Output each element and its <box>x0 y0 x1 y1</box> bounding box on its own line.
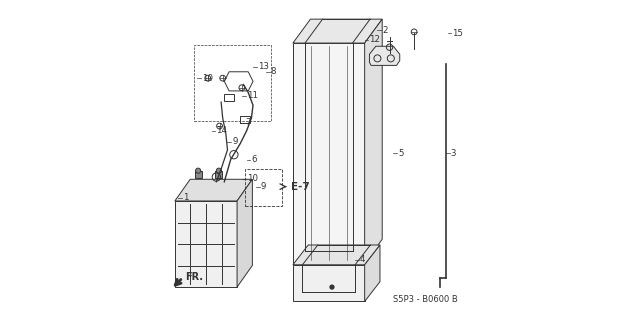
Text: 13: 13 <box>258 63 269 71</box>
Bar <box>245 169 282 206</box>
Text: 8: 8 <box>271 67 276 76</box>
Polygon shape <box>369 46 400 65</box>
Text: 2: 2 <box>382 26 388 35</box>
Text: 4: 4 <box>360 256 365 264</box>
Bar <box>240 116 250 123</box>
Polygon shape <box>175 179 252 201</box>
Circle shape <box>216 168 221 173</box>
Text: 6: 6 <box>252 155 257 164</box>
Bar <box>216 171 222 178</box>
Polygon shape <box>365 19 382 263</box>
Text: 14: 14 <box>216 126 227 135</box>
Text: 5: 5 <box>398 149 404 158</box>
Polygon shape <box>293 245 380 265</box>
Text: 3: 3 <box>451 149 456 158</box>
Text: 1: 1 <box>183 193 188 202</box>
Bar <box>194 45 271 121</box>
Polygon shape <box>175 201 237 287</box>
Text: E-7: E-7 <box>291 182 310 192</box>
Polygon shape <box>293 19 382 43</box>
Text: 10: 10 <box>202 74 213 83</box>
Polygon shape <box>293 265 365 301</box>
Text: FR.: FR. <box>185 271 203 282</box>
Polygon shape <box>237 179 252 287</box>
Text: 11: 11 <box>247 91 259 100</box>
Text: 7: 7 <box>245 118 250 127</box>
Bar <box>224 94 234 101</box>
Text: 9: 9 <box>232 137 237 146</box>
Text: 10: 10 <box>247 174 259 183</box>
Text: 9: 9 <box>261 182 266 191</box>
Text: 12: 12 <box>369 35 380 44</box>
Text: S5P3 - B0600 B: S5P3 - B0600 B <box>393 295 458 304</box>
Circle shape <box>196 168 201 173</box>
Bar <box>195 171 202 178</box>
Polygon shape <box>365 245 380 301</box>
Circle shape <box>330 285 334 289</box>
Text: 15: 15 <box>452 29 463 38</box>
Polygon shape <box>293 43 365 263</box>
